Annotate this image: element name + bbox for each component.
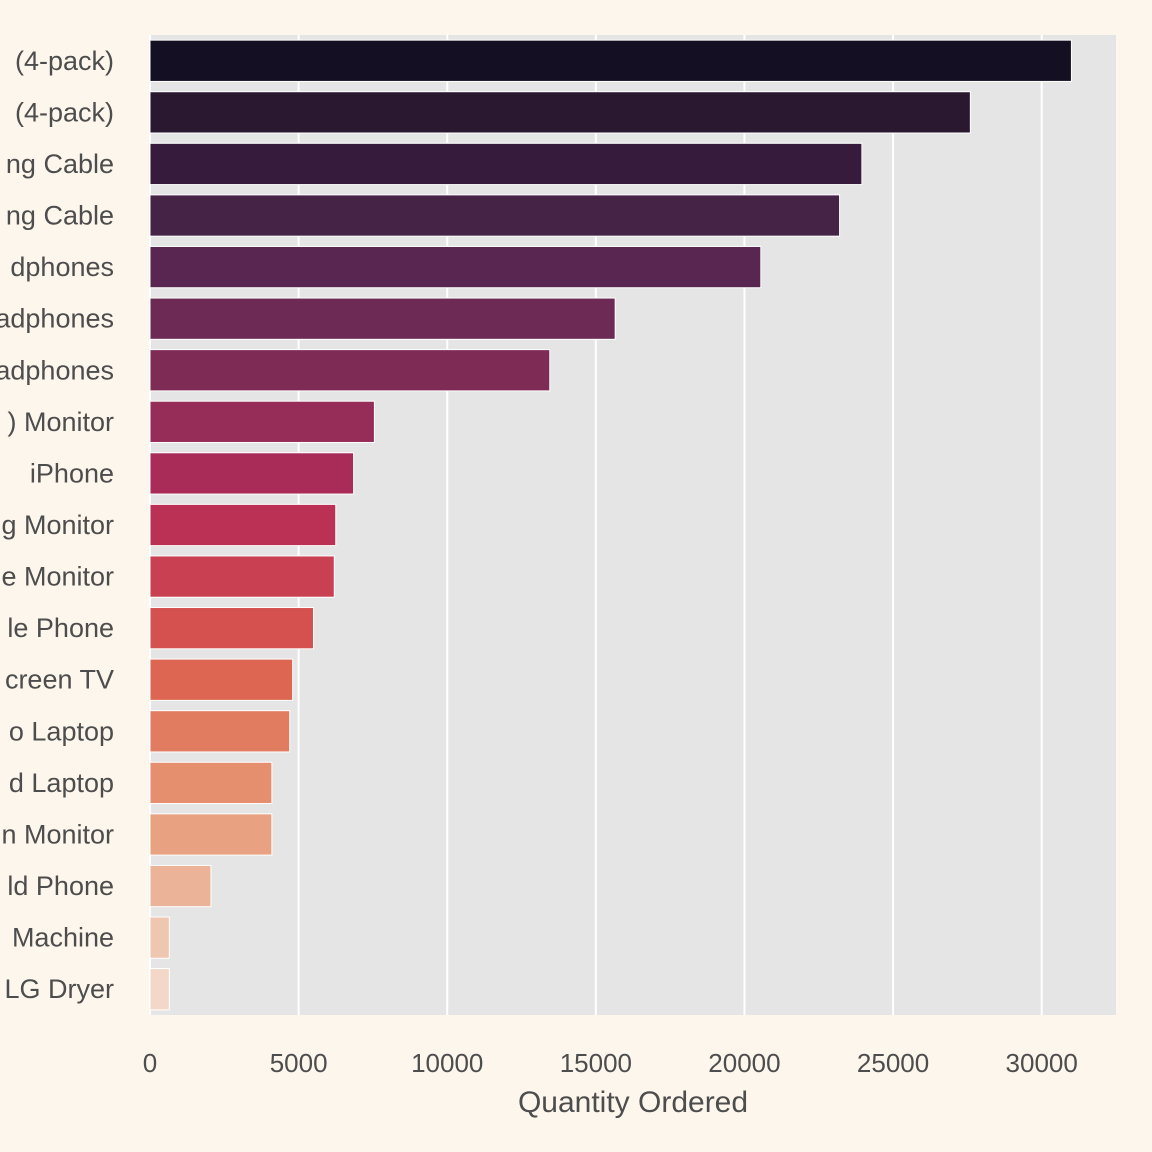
y-category-label: (4-pack)	[15, 97, 114, 127]
bar	[149, 297, 616, 340]
x-tick-label: 25000	[857, 1048, 929, 1078]
bar	[149, 194, 841, 237]
bar	[149, 503, 337, 547]
y-category-label: creen TV	[5, 665, 114, 695]
y-category-label: dphones	[10, 252, 114, 282]
y-category-label: ng Cable	[6, 149, 114, 179]
bar	[149, 761, 273, 805]
x-tick-labels: 0 5000 10000 15000 20000 25000 30000	[143, 1048, 1078, 1078]
y-category-label: o Laptop	[9, 716, 114, 746]
x-axis-title: Quantity Ordered	[518, 1086, 748, 1119]
bar	[149, 142, 863, 186]
bar	[149, 452, 355, 495]
y-category-label: e Monitor	[1, 562, 114, 592]
y-category-label: g Monitor	[1, 510, 114, 540]
bar	[149, 245, 762, 289]
y-category-label: le Phone	[7, 613, 114, 643]
x-tick-label: 0	[143, 1048, 157, 1078]
y-category-label: iPhone	[30, 458, 114, 488]
bar	[149, 607, 314, 650]
bar	[149, 39, 1072, 82]
y-category-label: ) Monitor	[7, 407, 114, 437]
x-tick-label: 30000	[1006, 1048, 1078, 1078]
y-category-label: Machine	[12, 923, 114, 953]
bar	[149, 968, 170, 1011]
bar	[149, 400, 375, 443]
y-category-label: d Laptop	[9, 768, 114, 798]
bar	[149, 813, 273, 856]
x-tick-label: 20000	[708, 1048, 780, 1078]
bar	[149, 349, 551, 392]
y-category-label: n Monitor	[1, 819, 114, 849]
x-tick-label: 10000	[411, 1048, 483, 1078]
x-tick-label: 15000	[560, 1048, 632, 1078]
y-category-label: adphones	[0, 355, 114, 385]
y-category-labels: (4-pack) (4-pack) ng Cable ng Cable dphones a…	[0, 46, 114, 1004]
bar	[149, 916, 170, 959]
y-category-label: LG Dryer	[4, 974, 114, 1004]
bars	[149, 39, 1072, 1011]
bar	[149, 864, 212, 908]
bar	[149, 658, 294, 701]
bar	[149, 555, 335, 598]
bar	[149, 91, 971, 134]
y-category-label: adphones	[0, 304, 114, 334]
y-category-label: ng Cable	[6, 201, 114, 231]
x-tick-label: 5000	[270, 1048, 328, 1078]
y-category-label: (4-pack)	[15, 46, 114, 76]
y-category-label: ld Phone	[7, 871, 114, 901]
bar	[149, 710, 291, 753]
